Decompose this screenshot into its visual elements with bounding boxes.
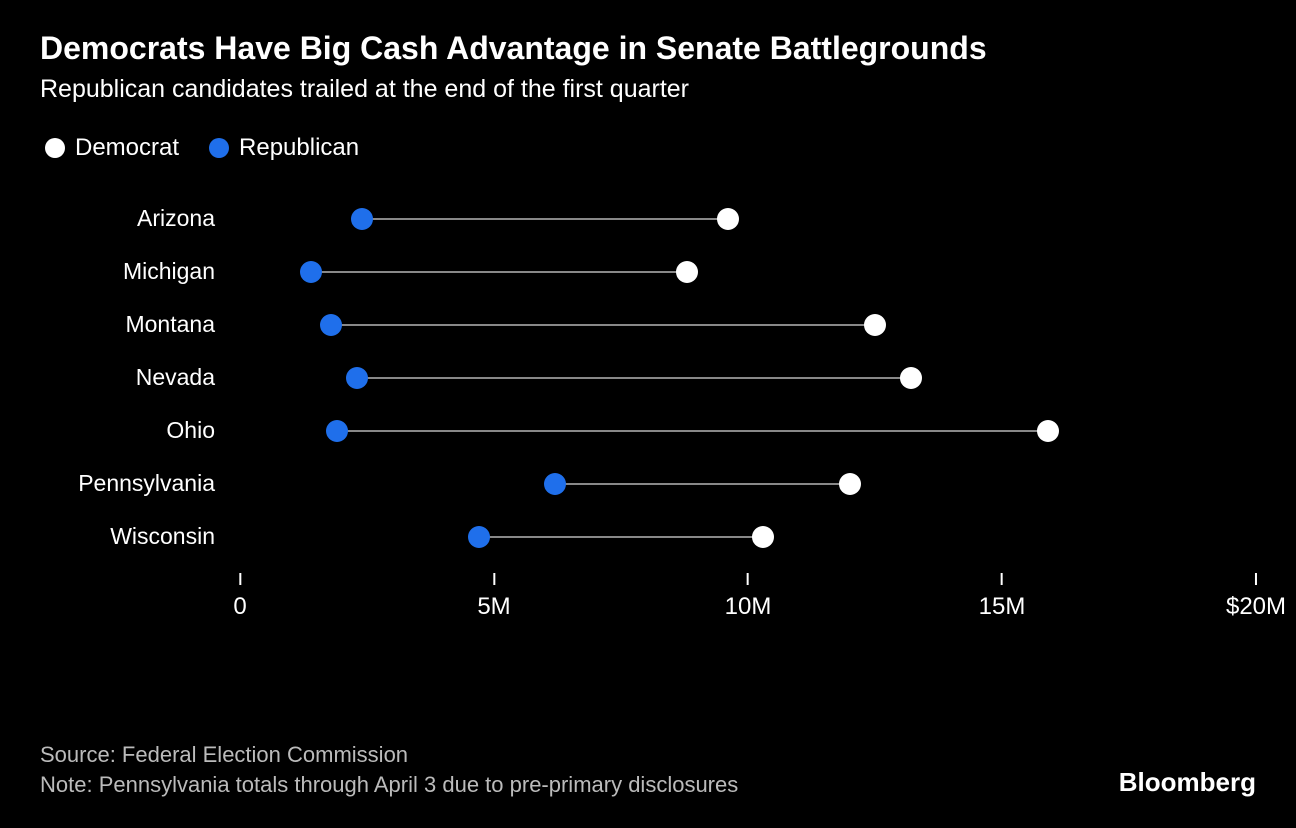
connector-line [555,483,850,485]
tick-label: 5M [477,593,510,621]
connector-line [479,536,763,538]
republican-dot [300,261,322,283]
note-text: Note: Pennsylvania totals through April … [40,772,1256,798]
republican-dot [346,367,368,389]
tick-mark [1001,573,1003,585]
legend-item-republican: Republican [209,134,359,162]
row-plot [240,404,1256,457]
chart-title: Democrats Have Big Cash Advantage in Sen… [40,30,1256,67]
tick-label: 15M [979,593,1026,621]
legend-label-republican: Republican [239,134,359,162]
chart-row: Michigan [40,245,1256,298]
tick-mark [493,573,495,585]
republican-dot [468,526,490,548]
row-plot [240,457,1256,510]
connector-line [311,271,687,273]
tick-label: 0 [233,593,246,621]
row-label: Michigan [40,258,240,285]
legend: Democrat Republican [40,134,1256,162]
row-plot [240,192,1256,245]
democrat-dot [900,367,922,389]
chart-row: Ohio [40,404,1256,457]
connector-line [337,430,1048,432]
row-label: Montana [40,311,240,338]
tick-mark [747,573,749,585]
legend-dot-democrat [45,138,65,158]
republican-dot [544,473,566,495]
axis-tick: 5M [477,573,510,621]
x-axis: 05M10M15M$20M [40,573,1256,628]
brand-logo: Bloomberg [1119,767,1256,798]
row-label: Pennsylvania [40,470,240,497]
chart-row: Nevada [40,351,1256,404]
row-label: Nevada [40,364,240,391]
tick-mark [1255,573,1257,585]
chart-row: Arizona [40,192,1256,245]
chart-row: Pennsylvania [40,457,1256,510]
chart-row: Montana [40,298,1256,351]
row-plot [240,510,1256,563]
row-label: Wisconsin [40,523,240,550]
republican-dot [320,314,342,336]
legend-dot-republican [209,138,229,158]
tick-mark [239,573,241,585]
connector-line [362,218,728,220]
chart-footer: Source: Federal Election Commission Note… [40,742,1256,798]
republican-dot [351,208,373,230]
axis-tick: 10M [725,573,772,621]
tick-label: $20M [1226,593,1286,621]
democrat-dot [864,314,886,336]
democrat-dot [839,473,861,495]
row-label: Ohio [40,417,240,444]
axis-tick: 15M [979,573,1026,621]
legend-item-democrat: Democrat [45,134,179,162]
democrat-dot [752,526,774,548]
legend-label-democrat: Democrat [75,134,179,162]
chart-area: Arizona Michigan Montana Nevada Ohio Pennsylv… [40,192,1256,632]
axis-tick: $20M [1226,573,1286,621]
row-plot [240,245,1256,298]
democrat-dot [717,208,739,230]
chart-subtitle: Republican candidates trailed at the end… [40,75,1256,104]
axis-tick: 0 [233,573,246,621]
connector-line [357,377,911,379]
row-plot [240,351,1256,404]
source-text: Source: Federal Election Commission [40,742,1256,768]
democrat-dot [1037,420,1059,442]
row-plot [240,298,1256,351]
tick-label: 10M [725,593,772,621]
republican-dot [326,420,348,442]
democrat-dot [676,261,698,283]
connector-line [331,324,875,326]
row-label: Arizona [40,205,240,232]
chart-row: Wisconsin [40,510,1256,563]
